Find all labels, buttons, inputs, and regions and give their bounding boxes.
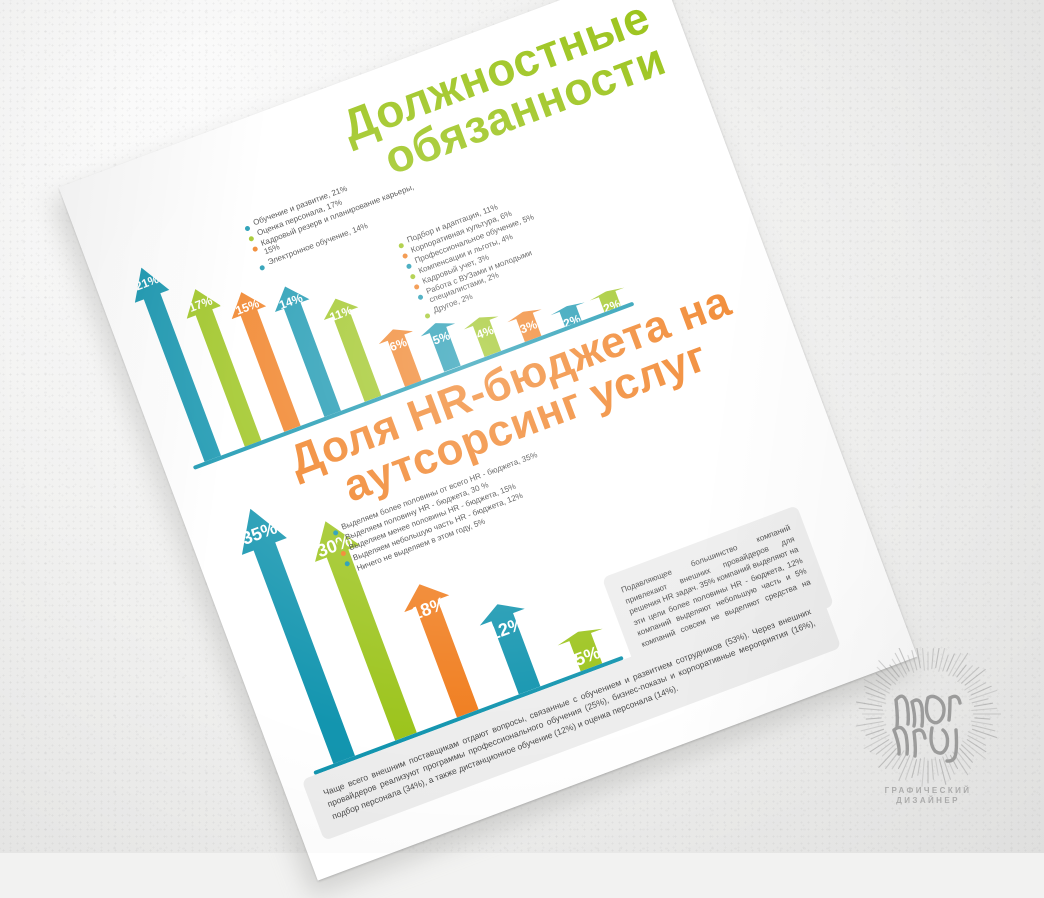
arrow-shape-icon	[475, 596, 552, 699]
arrow-shape-icon	[549, 299, 590, 330]
poster: Должностные обязанности 21% 17% 15% 14% 11% 6…	[51, 0, 918, 898]
arrow-shape-icon	[318, 292, 390, 405]
chart-1-bars: 21% 17% 15% 14% 11% 6% 5% 4% 3% 2% 2%	[118, 101, 633, 466]
legend-bullet-icon	[248, 235, 255, 242]
arrow-shape-icon	[556, 623, 614, 676]
chart-2-bars: 35% 30% 18% 12% 5%	[217, 397, 623, 771]
legend-bullet-icon	[401, 252, 409, 260]
bar: 17%	[178, 282, 270, 450]
legend-bullet-icon	[340, 550, 347, 557]
arrow-shape-icon	[124, 261, 230, 465]
legend-bullet-icon	[398, 242, 405, 249]
legend-bullet-icon	[336, 539, 343, 547]
legend-bullet-icon	[251, 245, 259, 253]
bar: 4%	[462, 311, 510, 360]
arrow-shape-icon	[462, 311, 510, 360]
bar: 2%	[589, 284, 630, 315]
arrow-shape-icon	[419, 317, 470, 375]
legend-bullet-icon	[258, 264, 266, 271]
arrow-shape-icon	[178, 282, 270, 450]
sunburst-logo-icon	[855, 648, 1002, 787]
arrow-shape-icon	[506, 305, 551, 345]
bar: 2%	[549, 299, 590, 330]
poster-page: Должностные обязанности 21% 17% 15% 14% 11% 6…	[58, 0, 918, 881]
arrow-shape-icon	[268, 280, 350, 420]
bar: 5%	[419, 317, 470, 375]
bar: 30%	[303, 513, 429, 745]
arrow-shape-icon	[303, 513, 429, 745]
arrow-shape-icon	[397, 576, 490, 722]
watermark-caption-line-1: ГРАФИЧЕСКИЙ	[884, 786, 972, 795]
legend-bullet-icon	[347, 570, 355, 578]
legend-bullet-icon	[409, 273, 417, 280]
legend-bullet-icon	[405, 263, 413, 270]
legend-bullet-icon	[413, 283, 420, 291]
bar: 21%	[124, 261, 230, 465]
legend-bullet-icon	[332, 529, 339, 537]
bar: 12%	[475, 596, 552, 699]
legend-bullet-icon	[417, 294, 424, 301]
arrow-shape-icon	[228, 500, 367, 768]
bar: 11%	[318, 292, 390, 405]
bar: 14%	[268, 280, 350, 420]
watermark-caption-line-2: ДИЗАЙНЕР	[896, 795, 960, 805]
legend-bullet-icon	[244, 225, 251, 232]
bar: 6%	[375, 323, 430, 391]
bar: 3%	[506, 305, 551, 345]
arrow-shape-icon	[589, 284, 630, 315]
designer-watermark: ГРАФИЧЕСКИЙ ДИЗАЙНЕР	[838, 648, 1018, 823]
bar: 15%	[225, 286, 311, 436]
chart-job-responsibilities: 21% 17% 15% 14% 11% 6% 5% 4% 3% 2% 2%	[118, 101, 635, 470]
arrow-shape-icon	[225, 286, 311, 436]
bar: 5%	[556, 623, 614, 676]
bar: 18%	[397, 576, 490, 722]
chart-hr-budget-outsourcing: 35% 30% 18% 12% 5%	[217, 397, 624, 776]
legend-bullet-icon	[424, 312, 431, 320]
arrow-shape-icon	[375, 323, 430, 391]
legend-bullet-icon	[344, 560, 351, 567]
bar: 35%	[228, 500, 367, 768]
